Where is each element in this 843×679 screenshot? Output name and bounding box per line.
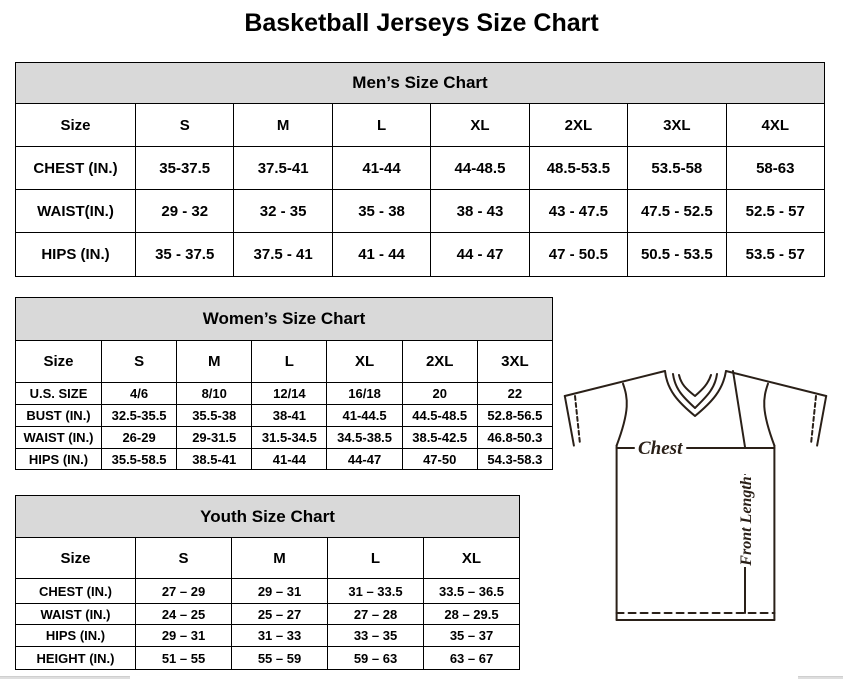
svg-text:Chest: Chest bbox=[638, 438, 683, 459]
svg-text:Front Length: Front Length bbox=[738, 476, 755, 566]
